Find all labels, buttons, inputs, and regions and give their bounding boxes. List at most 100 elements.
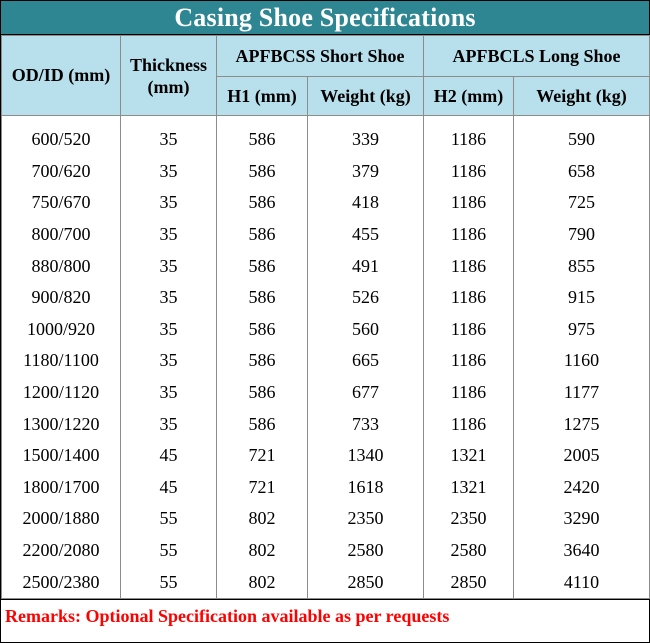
cell-h2: 1186 — [423, 281, 514, 314]
page-title: Casing Shoe Specifications — [1, 1, 649, 35]
cell-h1: 586 — [216, 218, 308, 251]
cell-h1: 586 — [216, 376, 308, 409]
cell-h2: 1186 — [423, 250, 514, 282]
table-row: 600/520 35 586 339 1186 590 — [1, 124, 650, 156]
cell-weight-short: 677 — [307, 376, 424, 409]
cell-weight-short: 526 — [307, 281, 424, 314]
cell-od-id: 800/700 — [1, 218, 121, 251]
cell-h2: 1186 — [423, 187, 514, 219]
cell-thickness: 35 — [120, 218, 217, 251]
table-row: 1500/1400 45 721 1340 1321 2005 — [1, 439, 650, 472]
cell-od-id: 2200/2080 — [1, 534, 121, 567]
cell-h1: 586 — [216, 187, 308, 219]
cell-h1: 586 — [216, 313, 308, 346]
cell-h1: 586 — [216, 250, 308, 282]
table-row: 2200/2080 55 802 2580 2580 3640 — [1, 534, 650, 567]
cell-od-id: 700/620 — [1, 155, 121, 188]
cell-od-id: 600/520 — [1, 124, 121, 156]
cell-weight-long: 790 — [512, 218, 650, 251]
cell-h1: 586 — [216, 281, 308, 314]
table-row: 750/670 35 586 418 1186 725 — [1, 187, 650, 219]
cell-h2: 2580 — [423, 534, 514, 567]
cell-weight-short: 2850 — [307, 566, 424, 599]
spec-table-body: 600/520 35 586 339 1186 590 700/620 35 586 379 118… — [1, 115, 650, 599]
cell-weight-short: 1618 — [307, 471, 424, 504]
cell-thickness: 35 — [120, 313, 217, 346]
cell-thickness: 35 — [120, 155, 217, 188]
cell-h1: 802 — [216, 566, 308, 599]
cell-thickness: 35 — [120, 250, 217, 282]
table-row: 1000/920 35 586 560 1186 975 — [1, 313, 650, 346]
table-row: 900/820 35 586 526 1186 915 — [1, 281, 650, 314]
cell-weight-long: 1160 — [512, 345, 650, 377]
cell-h2: 1186 — [423, 408, 514, 440]
cell-weight-short: 418 — [307, 187, 424, 219]
cell-weight-long: 4110 — [512, 566, 650, 599]
cell-od-id: 2500/2380 — [1, 566, 121, 599]
table-row: 1800/1700 45 721 1618 1321 2420 — [1, 471, 650, 504]
cell-od-id: 750/670 — [1, 187, 121, 219]
cell-od-id: 1200/1120 — [1, 376, 121, 409]
cell-weight-short: 455 — [307, 218, 424, 251]
cell-h1: 802 — [216, 534, 308, 567]
cell-h2: 1321 — [423, 439, 514, 472]
cell-weight-long: 658 — [512, 155, 650, 188]
cell-thickness: 45 — [120, 439, 217, 472]
cell-weight-long: 3640 — [512, 534, 650, 567]
cell-weight-long: 1177 — [512, 376, 650, 409]
spacer-row — [1, 115, 650, 124]
cell-weight-short: 2350 — [307, 503, 424, 535]
header-short-shoe: APFBCSS Short Shoe — [216, 35, 424, 77]
cell-h2: 1186 — [423, 218, 514, 251]
cell-h1: 586 — [216, 155, 308, 188]
header-thickness: Thickness (mm) — [120, 35, 217, 116]
cell-weight-long: 590 — [512, 124, 650, 156]
table-row: 700/620 35 586 379 1186 658 — [1, 155, 650, 188]
cell-h2: 1186 — [423, 345, 514, 377]
cell-weight-short: 665 — [307, 345, 424, 377]
cell-weight-short: 1340 — [307, 439, 424, 472]
cell-od-id: 880/800 — [1, 250, 121, 282]
cell-weight-long: 1275 — [512, 408, 650, 440]
cell-thickness: 35 — [120, 124, 217, 156]
remarks-note: Remarks: Optional Specification availabl… — [1, 598, 649, 632]
cell-weight-long: 855 — [512, 250, 650, 282]
cell-weight-short: 491 — [307, 250, 424, 282]
header-h1: H1 (mm) — [216, 76, 308, 116]
cell-h2: 2850 — [423, 566, 514, 599]
table-row: 1200/1120 35 586 677 1186 1177 — [1, 376, 650, 409]
cell-h2: 1186 — [423, 155, 514, 188]
table-row: 800/700 35 586 455 1186 790 — [1, 218, 650, 251]
cell-od-id: 1180/1100 — [1, 345, 121, 377]
table-row: 880/800 35 586 491 1186 855 — [1, 250, 650, 282]
cell-weight-short: 733 — [307, 408, 424, 440]
cell-weight-short: 560 — [307, 313, 424, 346]
cell-h1: 586 — [216, 124, 308, 156]
table-row: 1300/1220 35 586 733 1186 1275 — [1, 408, 650, 440]
cell-h2: 1186 — [423, 124, 514, 156]
cell-weight-short: 379 — [307, 155, 424, 188]
cell-od-id: 1300/1220 — [1, 408, 121, 440]
cell-thickness: 35 — [120, 376, 217, 409]
header-weight-long: Weight (kg) — [512, 76, 650, 116]
header-weight-short: Weight (kg) — [307, 76, 424, 116]
cell-h2: 1186 — [423, 313, 514, 346]
cell-weight-long: 915 — [512, 281, 650, 314]
cell-od-id: 1000/920 — [1, 313, 121, 346]
cell-h2: 2350 — [423, 503, 514, 535]
table-row: 2000/1880 55 802 2350 2350 3290 — [1, 503, 650, 535]
cell-thickness: 35 — [120, 281, 217, 314]
cell-h1: 721 — [216, 439, 308, 472]
cell-h1: 721 — [216, 471, 308, 504]
cell-h1: 586 — [216, 345, 308, 377]
cell-h2: 1321 — [423, 471, 514, 504]
table-row: 1180/1100 35 586 665 1186 1160 — [1, 345, 650, 377]
cell-thickness: 55 — [120, 503, 217, 535]
cell-weight-long: 2420 — [512, 471, 650, 504]
cell-od-id: 1800/1700 — [1, 471, 121, 504]
cell-h1: 802 — [216, 503, 308, 535]
cell-thickness: 45 — [120, 471, 217, 504]
cell-thickness: 35 — [120, 345, 217, 377]
header-od-id: OD/ID (mm) — [1, 35, 121, 116]
